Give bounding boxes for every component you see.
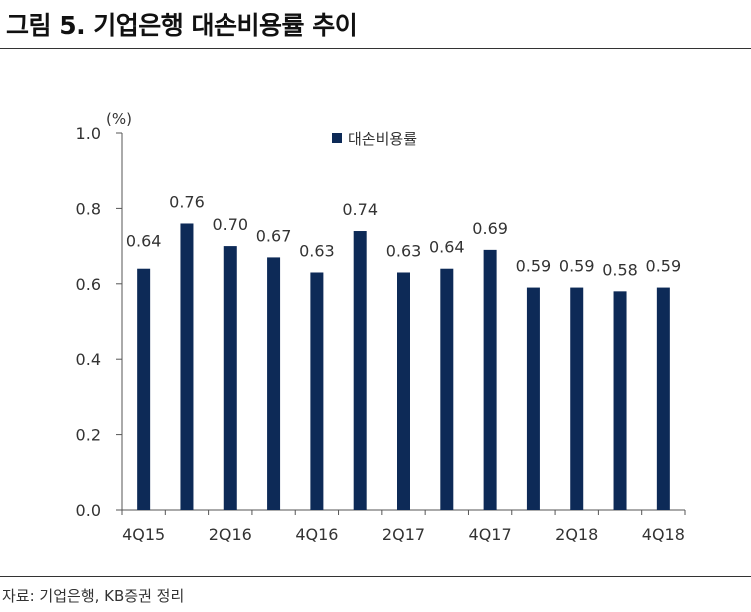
bar-2Q17 bbox=[397, 272, 410, 510]
bar-3Q17 bbox=[440, 268, 454, 510]
data-label-4Q17: 0.69 bbox=[472, 219, 508, 238]
data-label-2Q16: 0.70 bbox=[212, 215, 248, 234]
x-tick-label: 4Q16 bbox=[295, 525, 338, 544]
data-label-1Q16: 0.76 bbox=[169, 192, 205, 211]
x-tick-label: 2Q16 bbox=[209, 525, 252, 544]
bar-1Q18 bbox=[526, 287, 540, 510]
x-tick-label: 4Q18 bbox=[642, 525, 685, 544]
figure-title: 그림 5. 기업은행 대손비용률 추이 bbox=[6, 11, 358, 40]
x-tick-label: 4Q17 bbox=[469, 525, 512, 544]
source-note: 자료: 기업은행, KB증권 정리 bbox=[2, 587, 185, 605]
y-tick-label: 0.6 bbox=[76, 275, 101, 294]
bar-4Q16 bbox=[310, 272, 324, 510]
data-label-4Q15: 0.64 bbox=[126, 232, 162, 251]
y-tick-label: 0.4 bbox=[76, 350, 101, 369]
source-divider bbox=[0, 576, 751, 577]
y-unit-label: (%) bbox=[106, 110, 132, 128]
data-label-2Q17: 0.63 bbox=[386, 241, 422, 260]
bar-1Q17 bbox=[353, 231, 367, 510]
bar-3Q16 bbox=[267, 257, 281, 510]
y-tick-label: 0.2 bbox=[76, 426, 101, 445]
x-tick-label: 4Q15 bbox=[122, 525, 165, 544]
bar-2Q18 bbox=[570, 287, 584, 510]
x-tick-label: 2Q17 bbox=[382, 525, 425, 544]
bar-1Q16 bbox=[180, 223, 194, 511]
data-label-3Q16: 0.67 bbox=[256, 226, 292, 245]
data-label-1Q18: 0.59 bbox=[516, 257, 552, 276]
data-label-2Q18: 0.59 bbox=[559, 257, 595, 276]
bar-chart: 0.0 0.2 0.4 0.6 0.8 1.0 (%) 0.64 4Q15 0.76 0.70 2Q1… bbox=[76, 110, 686, 544]
data-label-1Q17: 0.74 bbox=[342, 200, 378, 219]
data-label-4Q16: 0.63 bbox=[299, 241, 335, 260]
bar-4Q18 bbox=[656, 287, 670, 510]
bar-2Q16 bbox=[223, 246, 237, 510]
y-tick-label: 1.0 bbox=[76, 124, 101, 143]
title-underline bbox=[0, 48, 751, 49]
data-label-3Q17: 0.64 bbox=[429, 238, 465, 257]
legend-label: 대손비용률 bbox=[348, 130, 417, 148]
bar-4Q17 bbox=[483, 249, 497, 510]
data-label-3Q18: 0.58 bbox=[602, 260, 638, 279]
y-tick-label: 0.0 bbox=[76, 501, 101, 520]
legend-swatch bbox=[332, 133, 342, 143]
bar-4Q15 bbox=[137, 268, 151, 510]
data-label-4Q18: 0.59 bbox=[646, 257, 682, 276]
y-tick-label: 0.8 bbox=[76, 199, 101, 218]
bar-3Q18 bbox=[613, 291, 627, 510]
x-tick-label: 2Q18 bbox=[555, 525, 598, 544]
